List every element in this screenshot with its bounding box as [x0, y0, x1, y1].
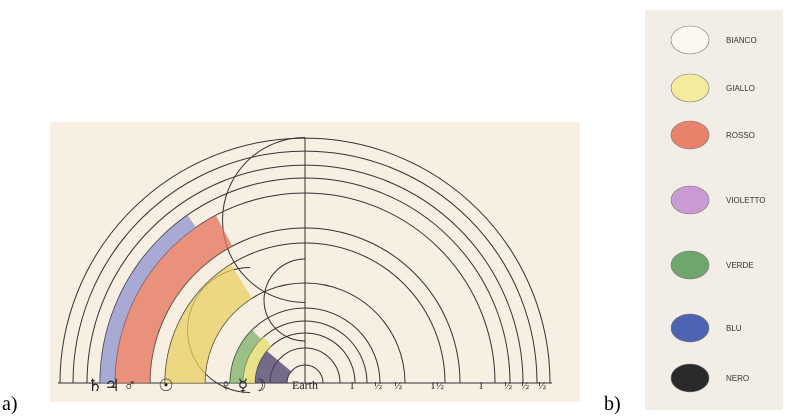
color-band [115, 215, 233, 383]
planet-symbol: ♂ [124, 376, 137, 395]
swatch-label: GIALLO [726, 84, 755, 93]
planet-symbol: ♃ [104, 376, 119, 395]
scale-label: ½ [521, 380, 529, 392]
scale-label: 1 [478, 380, 484, 392]
planet-symbol: ♀ [220, 376, 233, 395]
circle-arc [263, 258, 306, 342]
swatch-label: VERDE [726, 261, 754, 270]
swatch-label: VIOLETTO [726, 196, 765, 205]
color-swatch [670, 363, 710, 393]
color-band [165, 264, 253, 383]
scale-label: ½ [504, 380, 512, 392]
color-swatch [670, 73, 710, 103]
color-swatch [670, 120, 710, 150]
color-band [230, 329, 262, 383]
planet-symbol: ☽ [251, 376, 266, 395]
color-band [100, 215, 197, 383]
scale-label: ½ [374, 380, 382, 392]
scale-label: ½ [538, 380, 546, 392]
swatch-label: NERO [726, 374, 749, 383]
color-band [255, 350, 292, 383]
color-swatch [670, 185, 710, 215]
planet-symbol: ☉ [158, 376, 173, 395]
panel-b-background [645, 10, 783, 410]
panel-label: b) [604, 393, 621, 415]
swatch-label: ROSSO [726, 131, 755, 140]
swatch-label: BIANCO [726, 36, 757, 45]
scale-label: 1½ [430, 380, 444, 392]
scale-label: ½ [394, 380, 402, 392]
circle-arc [222, 137, 306, 303]
color-swatch [670, 25, 710, 55]
scale-label: Earth [292, 378, 318, 392]
color-swatch [670, 313, 710, 343]
panel-label: a) [2, 393, 18, 415]
color-band [243, 336, 272, 383]
color-swatch [670, 250, 710, 280]
scale-label: 1 [349, 380, 355, 392]
planet-symbol: ♄ [87, 376, 102, 395]
planet-symbol: ☿ [238, 376, 248, 395]
swatch-label: BLU [726, 324, 742, 333]
